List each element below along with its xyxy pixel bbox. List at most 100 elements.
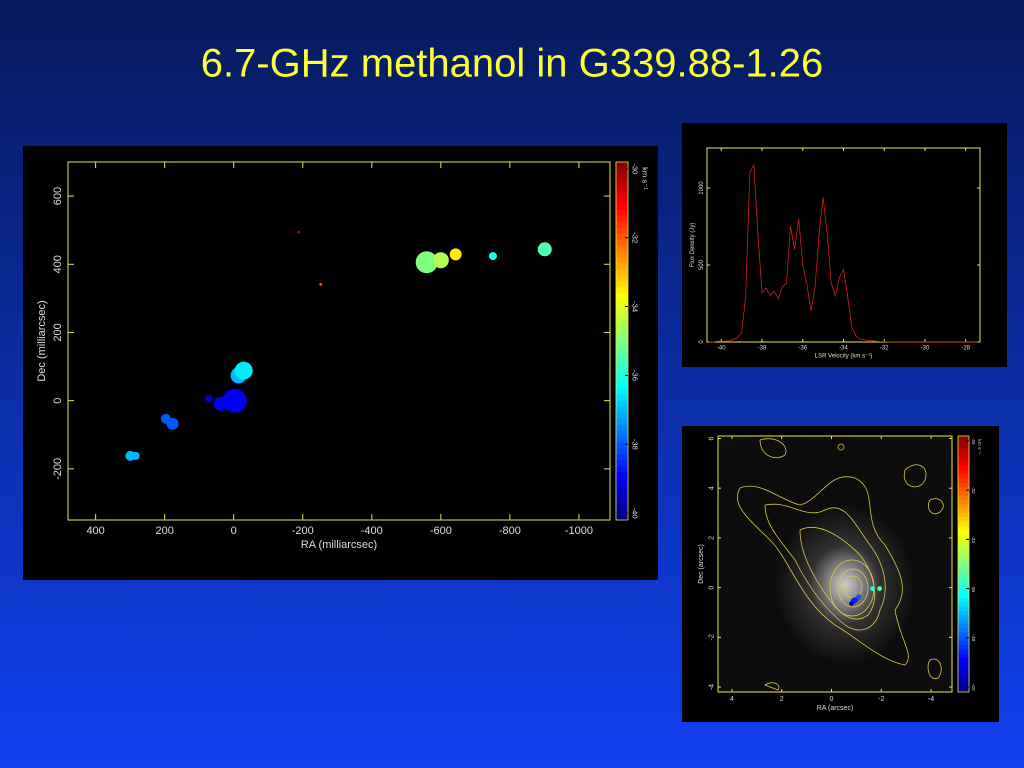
colorbar-frame <box>615 161 629 521</box>
colorbar-step <box>958 500 969 505</box>
colorbar-step <box>616 430 628 437</box>
colorbar-step <box>616 370 628 378</box>
colorbar-step <box>616 382 628 390</box>
colorbar-step <box>616 239 628 247</box>
colorbar-step <box>958 504 969 510</box>
x-axis-label: RA (arcsec) <box>817 705 854 712</box>
y-axis-label: Flux Density (Jy) <box>690 223 696 268</box>
colorbar-step <box>616 269 628 276</box>
maser-spot <box>849 601 854 606</box>
colorbar-step <box>616 293 628 300</box>
colorbar-label: km s⁻¹ <box>976 439 982 454</box>
colorbar-step <box>958 482 969 488</box>
colorbar-step <box>616 251 628 258</box>
x-tick-label: -800 <box>499 525 521 537</box>
colorbar-step <box>616 311 628 318</box>
colorbar-step <box>958 512 969 518</box>
colorbar-step <box>958 478 969 484</box>
colorbar-step <box>958 444 969 450</box>
colorbar-step <box>616 317 628 324</box>
colorbar-step <box>958 474 969 480</box>
colorbar-step <box>958 568 969 574</box>
colorbar-step <box>958 623 969 629</box>
colorbar-step <box>616 275 628 282</box>
colorbar-step <box>958 564 969 569</box>
colorbar-step <box>958 606 969 612</box>
y-tick-label: 0 <box>52 398 64 404</box>
x-tick-label: -400 <box>361 525 383 537</box>
x-tick-label: -32 <box>880 346 889 352</box>
colorbar-step <box>616 412 628 420</box>
colorbar-step <box>958 636 969 642</box>
colorbar-step <box>616 472 628 479</box>
colorbar-step <box>958 683 969 689</box>
colorbar-step <box>616 418 628 426</box>
colorbar-step <box>616 484 628 491</box>
colorbar-step <box>958 615 969 620</box>
colorbar-tick-label: -30 <box>631 163 640 174</box>
maser-spot <box>204 394 213 403</box>
colorbar-frame <box>957 435 970 693</box>
colorbar-step <box>616 364 628 372</box>
colorbar-step <box>616 197 628 205</box>
colorbar-step <box>958 572 969 578</box>
colorbar-step <box>958 555 969 561</box>
colorbar-tick-label: -32 <box>970 487 976 494</box>
panel <box>23 146 658 580</box>
spectrum-line <box>709 163 978 343</box>
x-tick-label: 200 <box>155 525 173 537</box>
colorbar-step <box>616 436 628 443</box>
colorbar-step <box>958 487 969 492</box>
colorbar-step <box>616 281 628 288</box>
y-tick-label: -4 <box>709 684 716 690</box>
x-tick-label: -40 <box>717 346 726 352</box>
y-axis-label: Dec (milliarcsec) <box>36 300 48 381</box>
maser-spot <box>415 251 438 274</box>
colorbar-step <box>616 346 628 354</box>
maser-spot <box>297 230 301 234</box>
colorbar-step <box>958 453 969 458</box>
contour-image <box>718 436 952 692</box>
colorbar-step <box>958 653 969 659</box>
colorbar-step <box>616 173 628 181</box>
y-tick-label: 500 <box>699 259 705 270</box>
colorbar-tick-label: -30 <box>970 437 976 444</box>
colorbar-label: km s⁻¹ <box>640 167 649 190</box>
colorbar-step <box>958 538 969 544</box>
colorbar-step <box>958 679 969 684</box>
colorbar-tick-label: -34 <box>631 301 640 313</box>
maser-spot <box>449 248 462 261</box>
colorbar-step <box>616 245 628 252</box>
colorbar-step <box>616 376 628 384</box>
colorbar-step <box>616 502 628 509</box>
colorbar-step <box>958 542 969 548</box>
maser-spot <box>319 282 323 286</box>
x-axis-label: LSR Velocity (km s⁻¹) <box>815 354 873 360</box>
maser-spot <box>432 252 449 269</box>
colorbar-step <box>958 632 969 638</box>
colorbar-step <box>616 508 628 515</box>
colorbar-step <box>616 466 628 473</box>
maser-spot <box>488 252 497 261</box>
y-tick-label: 600 <box>52 187 64 205</box>
colorbar-step <box>616 233 628 241</box>
colorbar-step <box>958 470 969 475</box>
colorbar-step <box>958 521 969 527</box>
y-tick-label: -200 <box>52 458 64 480</box>
colorbar-tick-label: -38 <box>970 634 976 641</box>
colorbar-step <box>958 657 969 663</box>
colorbar-step <box>616 257 628 264</box>
x-tick-label: -2 <box>878 696 884 703</box>
colorbar-step <box>958 674 969 680</box>
colorbar-step <box>616 490 628 497</box>
colorbar-step <box>616 496 628 503</box>
colorbar-step <box>616 358 628 366</box>
colorbar-step <box>958 495 969 501</box>
colorbar-step <box>958 593 969 599</box>
colorbar-step <box>958 581 969 586</box>
colorbar-tick-label: -40 <box>631 508 640 519</box>
colorbar-step <box>616 162 628 169</box>
colorbar-step <box>616 424 628 431</box>
x-tick-label: 4 <box>730 696 734 703</box>
